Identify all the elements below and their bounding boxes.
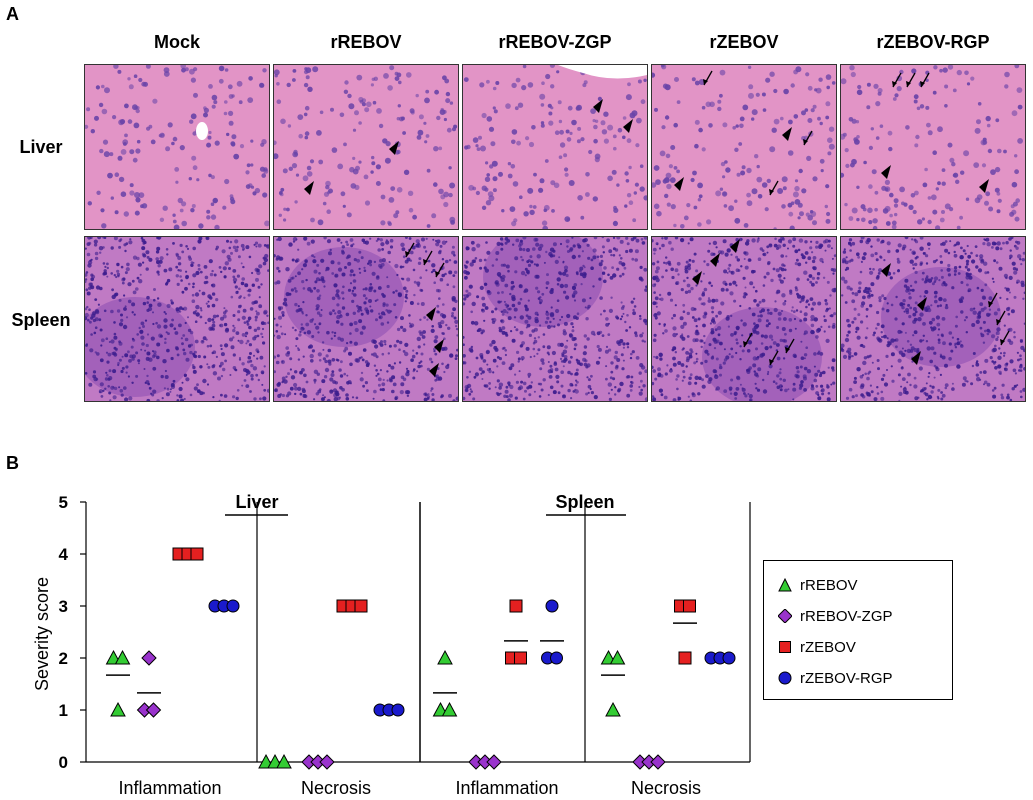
y-tick-label: 2 [59, 649, 68, 668]
square-marker-icon [779, 641, 791, 653]
liver-image-rrebov [273, 64, 459, 230]
arrowhead-marker [426, 307, 436, 321]
liver-image-rzebov [651, 64, 837, 230]
tissue-texture [463, 65, 647, 229]
data-point-rrebov [110, 701, 126, 717]
arrowhead-marker [881, 165, 891, 179]
organ-label: Liver [235, 492, 278, 512]
column-label-rzebov: rZEBOV [709, 32, 779, 52]
group-label: Necrosis [631, 778, 701, 798]
arrowhead-marker [692, 271, 702, 285]
data-point-rzebov-rgp [391, 703, 405, 717]
legend-label-rzebov-rgp: rZEBOV-RGP [800, 669, 893, 687]
liver-image-rzebov-rgp [840, 64, 1026, 230]
tissue-texture [463, 237, 647, 401]
row-label-spleen: Spleen [11, 310, 71, 330]
y-tick-label: 1 [59, 701, 68, 720]
arrowhead-marker [979, 179, 989, 193]
panel-b-label: B [6, 453, 19, 473]
arrowhead-marker [911, 351, 921, 365]
severity-score-chart: 0 1 2 3 4 5 Severity score Inflammation Necrosis… [32, 492, 751, 798]
data-point-rzebov [678, 651, 692, 665]
column-label-mock: Mock [153, 32, 200, 52]
column-label-rzebov-rgp: rZEBOV-RGP [876, 32, 990, 52]
data-point-rzebov-rgp [545, 599, 559, 613]
column-label-rrebov: rREBOV [330, 32, 402, 52]
legend-item-rzebov: rZEBOV [778, 637, 856, 657]
arrowhead-marker [593, 99, 603, 113]
y-tick-label: 5 [59, 493, 68, 512]
data-point-rrebov-zgp [650, 754, 666, 770]
y-tick-label: 4 [59, 545, 69, 564]
tissue-texture [85, 237, 269, 401]
data-point-rrebov-zgp [141, 650, 157, 666]
row-label-liver: Liver [19, 137, 63, 157]
data-point-rzebov [683, 599, 696, 613]
data-point-rzebov-rgp [226, 599, 240, 613]
arrowhead-marker [710, 253, 720, 267]
data-point-rrebov [441, 701, 458, 717]
legend-label-rrebov-zgp: rREBOV-ZGP [800, 607, 893, 625]
arrowhead-marker [782, 127, 792, 141]
data-point-rrebov [114, 649, 131, 665]
y-tick-label: 0 [59, 753, 68, 772]
data-point-rzebov [190, 547, 204, 561]
tissue-texture [652, 237, 836, 401]
spleen-image-rzebov-rgp [840, 236, 1026, 402]
arrowhead-marker [623, 119, 633, 133]
data-point-rzebov [354, 599, 368, 613]
column-label-rrebov-zgp: rREBOV-ZGP [498, 32, 612, 52]
arrowhead-marker [730, 239, 740, 253]
arrowhead-marker [429, 363, 439, 377]
tissue-texture [274, 237, 458, 401]
data-point-rrebov [609, 649, 626, 665]
data-point-rrebov-zgp [145, 702, 162, 718]
data-point-rzebov-rgp [722, 651, 736, 665]
spleen-image-mock [84, 236, 270, 402]
arrowhead-marker [434, 339, 444, 353]
tissue-texture [841, 65, 1025, 229]
group-label: Inflammation [455, 778, 558, 798]
spleen-image-rzebov [651, 236, 837, 402]
triangle-marker-icon [778, 578, 792, 592]
data-point-rrebov-zgp [486, 754, 502, 770]
arrowhead-marker [917, 297, 927, 311]
tissue-texture [841, 237, 1025, 401]
legend-item-rzebov-rgp: rZEBOV-RGP [778, 668, 893, 688]
arrowhead-marker [881, 263, 891, 277]
legend-item-rrebov: rREBOV [778, 575, 858, 595]
legend-item-rrebov-zgp: rREBOV-ZGP [778, 606, 893, 626]
diamond-marker-icon [778, 609, 792, 623]
legend-label-rrebov: rREBOV [800, 576, 858, 594]
data-point-rrebov-zgp [319, 754, 335, 770]
tissue-texture [85, 65, 269, 229]
data-point-rzebov-rgp [550, 651, 563, 665]
group-label: Inflammation [118, 778, 221, 798]
legend-label-rzebov: rZEBOV [800, 638, 856, 656]
tissue-texture [274, 65, 458, 229]
circle-marker-icon [778, 671, 792, 685]
liver-image-rrebov-zgp [462, 64, 648, 230]
organ-label: Spleen [555, 492, 614, 512]
arrowhead-marker [389, 141, 399, 155]
liver-image-mock [84, 64, 270, 230]
data-point-rrebov [605, 701, 621, 717]
y-axis-label: Severity score [32, 577, 52, 691]
group-label: Necrosis [301, 778, 371, 798]
data-point-rzebov [509, 599, 523, 613]
y-tick-label: 3 [59, 597, 68, 616]
data-point-rzebov [514, 651, 527, 665]
panel-a-label: A [6, 4, 19, 24]
spleen-image-rrebov-zgp [462, 236, 648, 402]
arrowhead-marker [674, 177, 684, 191]
data-point-rrebov [276, 753, 292, 769]
data-point-rrebov [437, 649, 453, 665]
tissue-texture [652, 65, 836, 229]
legend: rREBOV rREBOV-ZGP rZEBOV rZEBOV-RGP [763, 560, 953, 700]
arrowhead-marker [304, 181, 314, 195]
spleen-image-rrebov [273, 236, 459, 402]
